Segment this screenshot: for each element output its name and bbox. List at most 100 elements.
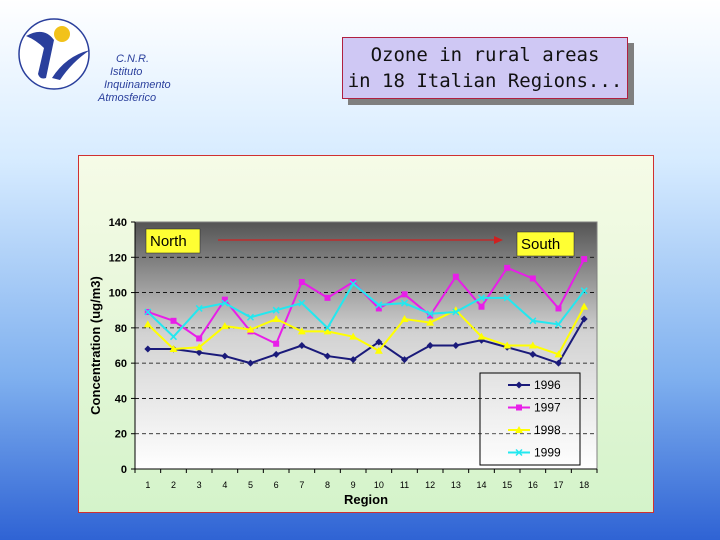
y-tick-label: 80 — [115, 323, 127, 335]
annotation-north-box — [145, 228, 201, 254]
x-tick-label: 4 — [222, 480, 227, 490]
data-point-1996 — [580, 315, 588, 323]
legend-label-1998: 1998 — [534, 423, 561, 437]
data-point-1999 — [580, 287, 588, 295]
data-point-1999 — [400, 299, 409, 307]
data-point-1997 — [375, 305, 382, 312]
data-point-1999 — [221, 299, 229, 307]
data-point-1999 — [298, 299, 306, 307]
data-point-1998 — [426, 318, 435, 326]
annotation-south: South — [521, 236, 560, 253]
data-point-1997 — [504, 264, 511, 271]
x-tick-label: 9 — [351, 480, 356, 490]
data-point-1997 — [452, 273, 459, 280]
data-point-1998 — [580, 302, 589, 310]
data-point-1996 — [401, 356, 408, 364]
data-point-1998 — [528, 341, 537, 349]
x-tick-label: 16 — [528, 480, 538, 490]
y-tick-label: 100 — [109, 288, 127, 300]
data-point-1997 — [581, 256, 588, 263]
data-point-1997 — [324, 294, 331, 301]
logo-line-inquinamento: Inquinamento — [104, 79, 171, 91]
data-point-1996 — [349, 356, 357, 364]
legend-marker-1997 — [516, 404, 522, 411]
chart-frame: 0 20 40 60 80 100 120 140 1 2 3 4 5 6 7 8 9 10 11 12 13 14 15 1… — [78, 155, 654, 513]
logo-line-atmosferico: Atmosferico — [98, 92, 157, 104]
data-point-1998 — [477, 332, 486, 340]
x-tick-label: 7 — [299, 480, 304, 490]
data-point-1997 — [555, 305, 562, 312]
x-tick-label: 17 — [553, 480, 563, 490]
x-tick-label: 13 — [451, 480, 461, 490]
data-point-1998 — [400, 315, 409, 323]
data-point-1998 — [297, 327, 306, 335]
logo-emblem — [18, 18, 90, 90]
data-point-1998 — [349, 332, 358, 340]
y-tick-label: 120 — [109, 252, 127, 264]
data-point-1999 — [272, 306, 280, 314]
data-point-1996 — [247, 359, 254, 367]
title-line-1: Ozone in rural areas — [370, 44, 600, 66]
data-point-1999 — [375, 301, 383, 309]
data-point-1997 — [529, 275, 536, 282]
legend-marker-1998 — [515, 426, 523, 433]
legend-label-1996: 1996 — [534, 378, 561, 392]
data-point-1999 — [349, 280, 357, 288]
title-line-2: in 18 Italian Regions... — [347, 70, 623, 92]
data-point-1998 — [246, 325, 255, 333]
data-point-1996 — [298, 342, 306, 349]
data-point-1996 — [144, 345, 152, 353]
data-point-1996 — [272, 350, 280, 358]
data-point-1996 — [324, 352, 331, 360]
x-tick-label: 1 — [145, 480, 150, 490]
logo-text: C.N.R. Istituto Inquinamento Atmosferico — [98, 53, 171, 105]
data-point-1998 — [503, 341, 512, 349]
data-point-1997 — [273, 340, 280, 347]
data-point-1997 — [298, 278, 305, 285]
data-point-1997 — [170, 317, 177, 324]
legend-box — [479, 372, 581, 466]
y-axis-title: Concentration (ug/m3) — [88, 276, 103, 415]
x-tick-label: 15 — [502, 480, 512, 490]
data-point-1996 — [426, 342, 434, 349]
cnr-logo: C.N.R. Istituto Inquinamento Atmosferico — [16, 16, 176, 106]
logo-line-cnr: C.N.R. — [116, 53, 149, 65]
data-point-1998 — [374, 346, 383, 354]
data-point-1996 — [375, 338, 383, 346]
data-point-1996 — [555, 359, 562, 367]
data-point-1998 — [272, 315, 281, 323]
y-tick-label: 0 — [121, 464, 127, 476]
x-tick-label: 10 — [374, 480, 384, 490]
x-tick-label: 12 — [425, 480, 435, 490]
data-point-1996 — [529, 350, 537, 358]
data-point-1999 — [195, 304, 203, 312]
data-point-1998 — [554, 350, 563, 358]
data-point-1999 — [323, 324, 332, 332]
series-line-1999 — [147, 282, 585, 339]
data-point-1998 — [143, 320, 152, 328]
north-south-arrowhead — [494, 236, 503, 244]
y-tick-label: 40 — [115, 393, 127, 405]
slide-title: Ozone in rural areas in 18 Italian Regio… — [342, 37, 628, 99]
data-point-1999 — [144, 308, 152, 316]
x-tick-label: 11 — [400, 480, 409, 490]
legend-marker-1999 — [515, 448, 523, 457]
x-tick-label: 5 — [248, 480, 253, 490]
legend-marker-1996 — [515, 381, 523, 389]
y-tick-label: 20 — [115, 429, 127, 441]
legend-label-1997: 1997 — [534, 401, 561, 415]
x-tick-label: 18 — [579, 480, 589, 490]
data-point-1999 — [477, 294, 486, 302]
data-point-1999 — [529, 317, 537, 325]
x-tick-label: 3 — [197, 480, 202, 490]
data-point-1996 — [221, 352, 229, 360]
logo-line-istituto: Istituto — [110, 66, 143, 78]
x-tick-label: 14 — [476, 480, 486, 490]
data-point-1999 — [452, 308, 460, 316]
x-axis-title: Region — [344, 492, 388, 507]
data-point-1997 — [196, 335, 203, 342]
data-point-1997 — [478, 303, 485, 310]
data-point-1999 — [554, 320, 563, 328]
data-point-1999 — [503, 294, 511, 302]
